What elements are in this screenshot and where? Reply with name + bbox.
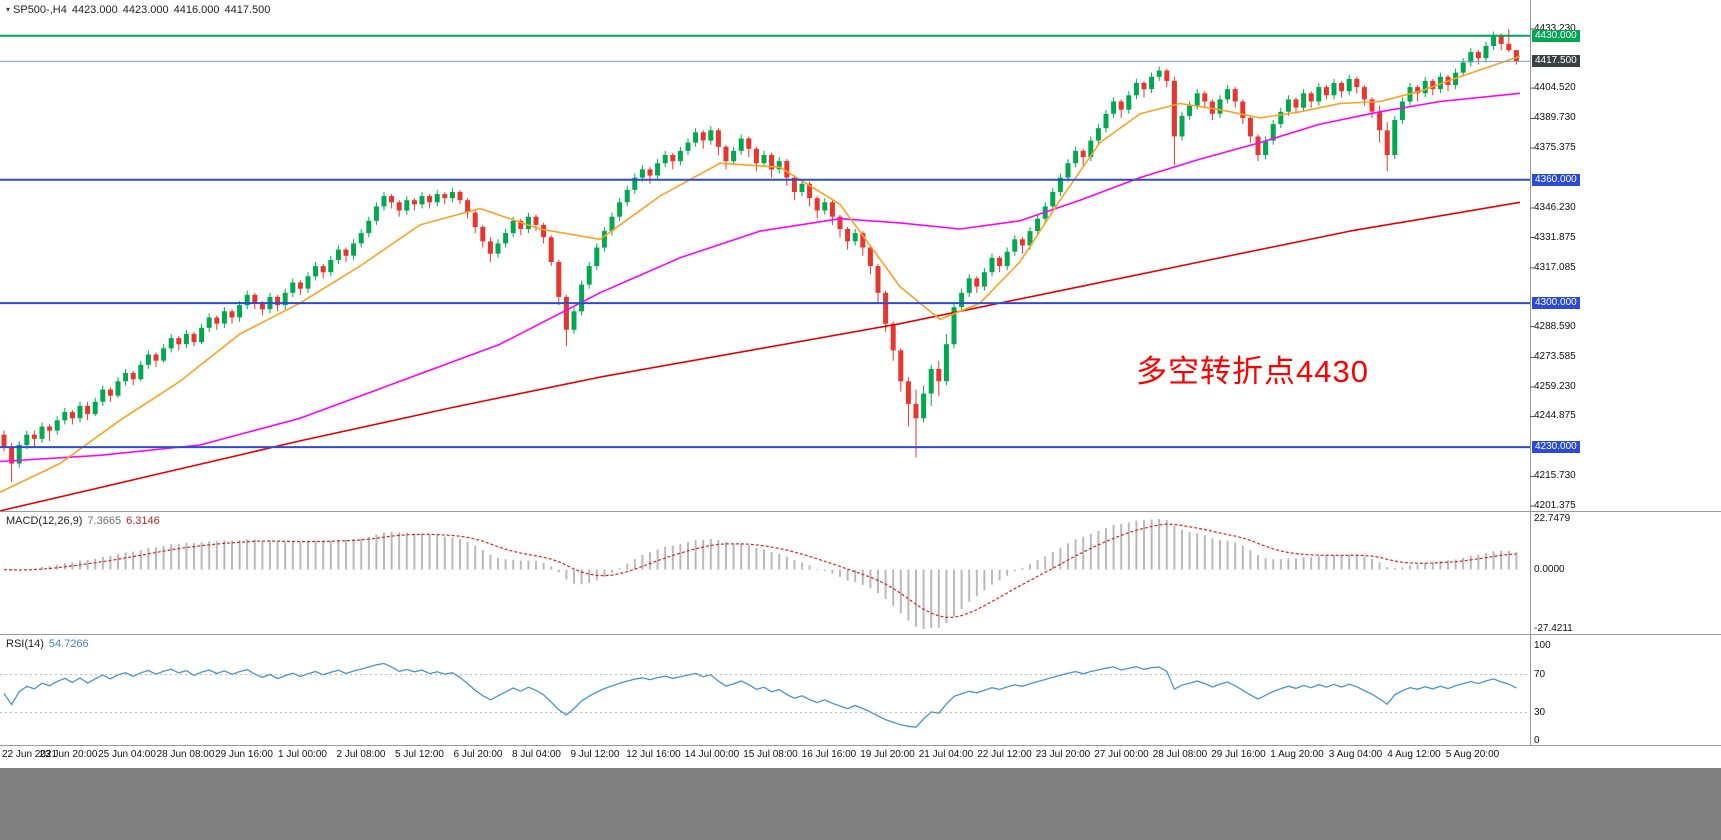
- ma-mid-magenta: [0, 92, 1521, 463]
- time-axis-label: 15 Jul 08:00: [743, 749, 798, 760]
- ohlc-low: 4416.000: [173, 4, 220, 16]
- macd-main-value: 7.3665: [87, 515, 122, 527]
- time-axis-label: 23 Jul 20:00: [1035, 749, 1091, 760]
- ohlc-open: 4423.000: [71, 4, 118, 16]
- time-axis-label: 28 Jul 08:00: [1152, 749, 1208, 760]
- time-axis-label: 21 Jul 04:00: [918, 749, 974, 760]
- candles: [1, 29, 1519, 483]
- symbol-marker-icon: ▾: [6, 5, 11, 14]
- time-axis-label: 1 Aug 20:00: [1270, 749, 1324, 760]
- time-axis-label: 29 Jul 16:00: [1211, 749, 1266, 760]
- rsi-indicator-label: RSI(14) 54.7266: [6, 638, 89, 650]
- symbol-timeframe-label: SP500-,H4: [13, 4, 67, 16]
- time-axis-label: 22 Jun 2021: [2, 749, 58, 760]
- time-axis-label: 29 Jun 16:00: [215, 749, 273, 760]
- chart-canvas[interactable]: [0, 0, 1721, 746]
- time-axis-label: 23 Jun 20:00: [39, 749, 98, 760]
- time-axis-label: 12 Jul 16:00: [626, 749, 681, 760]
- macd-name: MACD(12,26,9): [6, 515, 83, 527]
- time-axis-label: 14 Jul 00:00: [684, 749, 740, 760]
- time-axis-label: 2 Jul 08:00: [336, 749, 386, 760]
- time-axis-label: 16 Jul 16:00: [801, 749, 857, 760]
- rsi-value: 54.7266: [48, 638, 89, 650]
- time-axis-label: 5 Jul 12:00: [395, 749, 444, 760]
- time-axis-label: 3 Aug 04:00: [1328, 749, 1383, 760]
- macd-signal-line: [3, 523, 1517, 619]
- time-axis-label: 28 Jun 08:00: [156, 749, 215, 760]
- macd-indicator-label: MACD(12,26,9) 7.3665 6.3146: [6, 515, 160, 527]
- macd-histogram: [10, 519, 1518, 629]
- chart-title: ▾ SP500-,H4 4423.000 4423.000 4416.000 4417.5…: [6, 4, 270, 16]
- rsi-name: RSI(14): [6, 638, 44, 650]
- ohlc-close: 4417.500: [224, 4, 271, 16]
- time-axis-label: 6 Jul 20:00: [453, 749, 503, 760]
- bottom-gray-strip: [0, 768, 1721, 840]
- time-axis-label: 5 Aug 20:00: [1445, 749, 1500, 760]
- chart-annotation-text[interactable]: 多空转折点4430: [1136, 354, 1369, 389]
- ma-slow-red: [0, 201, 1521, 512]
- ma-fast-orange: [0, 55, 1521, 494]
- time-axis-label: 19 Jul 20:00: [860, 749, 915, 760]
- macd-signal-value: 6.3146: [126, 515, 160, 527]
- time-axis-label: 22 Jul 12:00: [977, 749, 1032, 760]
- time-axis-label: 27 Jul 00:00: [1094, 749, 1149, 760]
- time-axis-label: 25 Jun 04:00: [98, 749, 156, 760]
- ohlc-high: 4423.000: [122, 4, 169, 16]
- rsi-line: [3, 662, 1517, 728]
- time-axis-label: 8 Jul 04:00: [512, 749, 561, 760]
- time-axis-label: 4 Aug 12:00: [1387, 749, 1441, 760]
- time-axis-label: 9 Jul 12:00: [570, 749, 620, 760]
- time-axis-label: 1 Jul 00:00: [278, 749, 327, 760]
